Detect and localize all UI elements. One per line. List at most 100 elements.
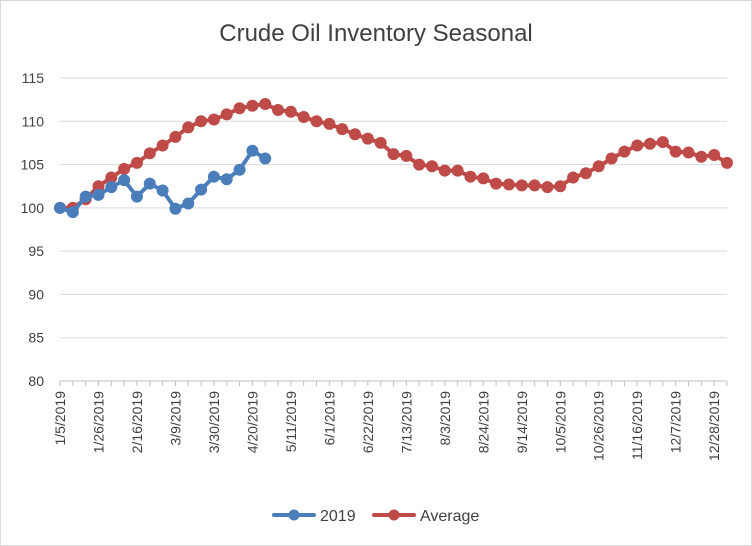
data-point [708, 149, 721, 162]
legend-item-2019: 2019 [272, 508, 356, 525]
data-point [130, 156, 143, 169]
y-tick-label: 85 [28, 330, 44, 346]
data-point [464, 170, 477, 183]
data-point [143, 177, 156, 190]
data-point [182, 197, 195, 210]
data-point [233, 163, 246, 176]
x-tick-label: 12/7/2019 [668, 391, 684, 453]
y-tick-label: 90 [28, 286, 44, 302]
data-point [105, 181, 118, 194]
y-tick-label: 115 [22, 70, 45, 86]
x-tick-label: 2/16/2019 [129, 391, 145, 453]
y-tick-label: 80 [28, 373, 44, 389]
data-point [413, 158, 426, 171]
data-point [297, 110, 310, 123]
legend-marker [388, 509, 400, 521]
data-point [272, 104, 285, 117]
x-tick-label: 7/13/2019 [398, 391, 414, 453]
data-point [349, 128, 362, 141]
data-point [169, 202, 182, 215]
legend: 2019 Average [272, 508, 479, 525]
data-point [246, 99, 259, 112]
data-point [567, 171, 580, 184]
legend-marker [288, 509, 300, 521]
x-tick-label: 3/9/2019 [167, 391, 183, 446]
data-point [156, 139, 169, 152]
x-tick-label: 9/14/2019 [514, 391, 530, 453]
data-point [361, 132, 374, 145]
data-point [195, 115, 208, 128]
data-point [400, 149, 413, 162]
x-tick-label: 4/20/2019 [244, 391, 260, 453]
x-tick-label: 12/28/2019 [706, 391, 722, 461]
data-point [323, 117, 336, 130]
data-point [695, 150, 708, 163]
series-line [58, 148, 268, 215]
data-point [502, 178, 515, 191]
data-point [220, 173, 233, 186]
data-point [682, 146, 695, 159]
data-point [130, 190, 143, 203]
x-tick-label: 6/22/2019 [360, 391, 376, 453]
x-tick-label: 11/16/2019 [629, 391, 645, 460]
series-layer [54, 97, 733, 219]
data-point [618, 145, 631, 158]
x-tick-label: 10/26/2019 [591, 391, 607, 461]
series-average [54, 97, 733, 214]
data-point [220, 108, 233, 121]
data-point [451, 164, 464, 177]
data-point [182, 121, 195, 134]
y-tick-label: 95 [28, 243, 44, 259]
data-point [259, 97, 272, 110]
data-point [387, 148, 400, 161]
x-tick-label: 1/5/2019 [52, 391, 68, 446]
data-point [644, 137, 657, 150]
data-point [284, 105, 297, 118]
y-tick-label: 110 [22, 113, 45, 129]
data-point [541, 181, 554, 194]
x-tick-label: 6/1/2019 [321, 391, 337, 446]
x-tick-label: 8/24/2019 [475, 391, 491, 453]
chart-title: Crude Oil Inventory Seasonal [219, 20, 533, 47]
data-point [66, 206, 79, 219]
x-tick-label: 8/3/2019 [437, 391, 453, 446]
legend-item-average: Average [372, 508, 479, 525]
data-point [656, 136, 669, 149]
data-point [92, 188, 105, 201]
x-tick-label: 3/30/2019 [206, 391, 222, 453]
x-tick-label: 1/26/2019 [90, 391, 106, 453]
data-point [579, 167, 592, 180]
data-point [374, 136, 387, 149]
data-point [554, 180, 567, 193]
data-point [721, 156, 733, 169]
data-point [118, 162, 131, 175]
data-point [79, 190, 92, 203]
data-point [207, 113, 220, 126]
legend-label: Average [420, 508, 479, 525]
data-point [310, 115, 323, 128]
x-tick-label: 5/11/2019 [283, 391, 299, 452]
y-tick-label: 105 [21, 157, 45, 173]
data-point [233, 102, 246, 115]
data-point [605, 152, 618, 165]
gridlines [60, 77, 727, 339]
data-point [477, 172, 490, 185]
data-point [336, 123, 349, 136]
series-2019 [54, 144, 272, 219]
data-point [669, 145, 682, 158]
y-tick-label: 100 [21, 200, 45, 216]
data-point [490, 177, 503, 190]
data-point [195, 183, 208, 196]
data-point [438, 164, 451, 177]
data-point [54, 201, 66, 214]
data-point [592, 160, 605, 173]
data-point [207, 170, 220, 183]
data-point [156, 184, 169, 197]
legend-label: 2019 [320, 508, 356, 525]
x-tick-label: 10/5/2019 [552, 391, 568, 453]
data-point [143, 147, 156, 160]
data-point [259, 152, 272, 165]
data-point [425, 160, 438, 173]
